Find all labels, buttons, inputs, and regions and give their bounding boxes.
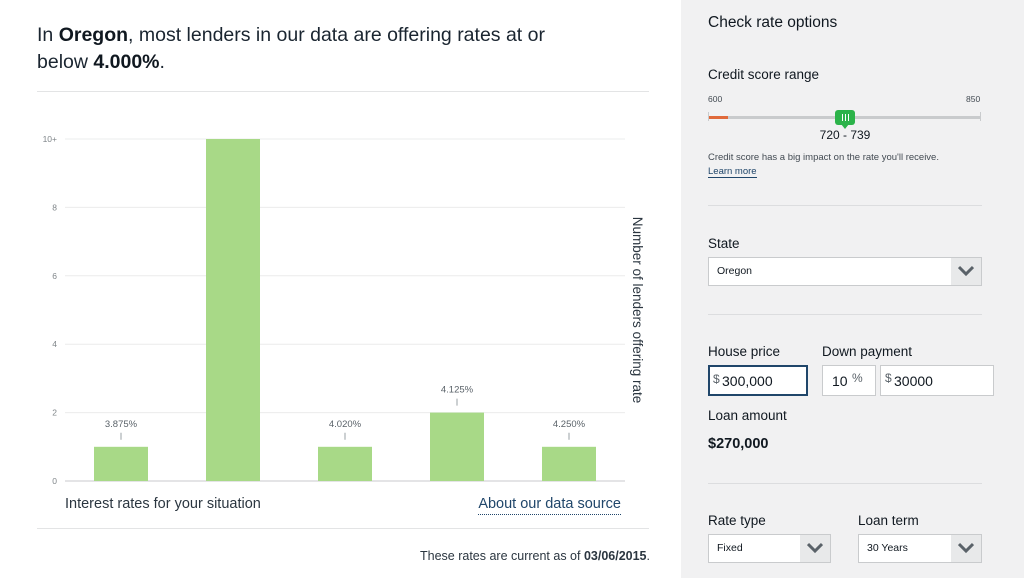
down-payment-amount-value: 30000	[894, 373, 933, 389]
down-payment-label: Down payment	[822, 344, 913, 359]
about-data-source-link[interactable]: About our data source	[478, 495, 621, 515]
down-payment-amount-input[interactable]: $ 30000	[880, 365, 994, 396]
state-select[interactable]: Oregon	[708, 257, 982, 286]
bar	[430, 412, 484, 481]
y-tick-label: 10+	[43, 134, 57, 144]
divider-bottom	[37, 528, 649, 529]
y-tick-label: 2	[52, 408, 57, 418]
headline-rate: 4.000%	[93, 51, 160, 73]
bar	[94, 446, 148, 481]
sidebar-divider	[708, 483, 982, 484]
loan-term-value: 30 Years	[867, 542, 908, 554]
asof-suffix: .	[646, 549, 650, 563]
rates-current-note: These rates are current as of 03/06/2015…	[420, 549, 650, 563]
y-axis-title: Number of lenders offering rate	[630, 217, 645, 404]
loan-amount-value: $270,000	[708, 436, 769, 452]
chevron-down-icon	[951, 535, 981, 562]
credit-score-slider-handle[interactable]	[835, 110, 855, 129]
bar-rate-label: 4.250%	[553, 419, 586, 430]
credit-score-help: Credit score has a big impact on the rat…	[708, 151, 939, 179]
asof-prefix: These rates are current as of	[419, 549, 584, 563]
down-payment-prefix: $	[885, 371, 892, 385]
headline-middle: , most lenders in our data are offering …	[37, 24, 545, 73]
chevron-down-icon	[951, 258, 981, 285]
bar	[206, 139, 260, 481]
credit-max-label: 850	[966, 94, 981, 104]
house-price-input[interactable]: $ 300,000	[708, 365, 808, 396]
credit-score-range-value: 720 - 739	[819, 128, 871, 142]
grip-icon	[842, 114, 849, 121]
bar	[542, 446, 596, 481]
credit-min-label: 600	[708, 94, 723, 104]
credit-score-slider-fill	[708, 116, 728, 119]
percent-sign: %	[852, 371, 863, 385]
credit-help-text: Credit score has a big impact on the rat…	[708, 152, 939, 163]
loan-term-select[interactable]: 30 Years	[858, 534, 982, 563]
y-tick-label: 6	[52, 271, 57, 281]
learn-more-link[interactable]: Learn more	[708, 166, 757, 178]
y-tick-label: 8	[52, 202, 57, 212]
state-label: State	[708, 236, 740, 251]
rate-type-label: Rate type	[708, 513, 766, 528]
bar	[318, 446, 372, 481]
sidebar-divider	[708, 205, 982, 206]
slider-tick	[980, 112, 981, 121]
rate-type-value: Fixed	[717, 542, 743, 554]
slider-tick	[708, 112, 709, 121]
loan-amount-label: Loan amount	[708, 408, 787, 423]
house-price-label: House price	[708, 344, 781, 359]
headline-state: Oregon	[58, 24, 129, 46]
bar-rate-label: 3.875%	[105, 419, 138, 430]
headline: In Oregon, most lenders in our data are …	[37, 22, 597, 76]
down-payment-percent-input[interactable]: 10 %	[822, 365, 876, 396]
rate-options-sidebar: Check rate options Credit score range 60…	[681, 0, 1024, 578]
state-select-value: Oregon	[717, 265, 753, 277]
headline-prefix: In	[37, 24, 59, 46]
divider-top	[37, 91, 649, 92]
x-axis-caption: Interest rates for your situation	[65, 496, 261, 512]
bar-rate-label: 4.125%	[441, 385, 474, 396]
credit-score-label: Credit score range	[708, 67, 820, 82]
headline-suffix: .	[159, 51, 165, 73]
sidebar-title: Check rate options	[708, 14, 838, 31]
bar-rate-label: 4.020%	[329, 419, 362, 430]
y-tick-label: 4	[52, 339, 57, 349]
loan-term-label: Loan term	[858, 513, 919, 528]
chart-footer: Interest rates for your situation About …	[65, 495, 621, 517]
y-tick-label: 0	[52, 476, 57, 486]
lenders-bar-chart: 0 2 4 6 8 10+ 3.875% 4.020% 4.125% 4.250% Number o…	[43, 134, 645, 486]
house-price-prefix: $	[713, 372, 720, 386]
house-price-value: 300,000	[722, 373, 773, 389]
rate-type-select[interactable]: Fixed	[708, 534, 831, 563]
down-payment-percent-value: 10	[832, 373, 848, 389]
asof-date: 03/06/2015	[583, 549, 647, 563]
sidebar-divider	[708, 314, 982, 315]
chevron-down-icon	[800, 535, 830, 562]
